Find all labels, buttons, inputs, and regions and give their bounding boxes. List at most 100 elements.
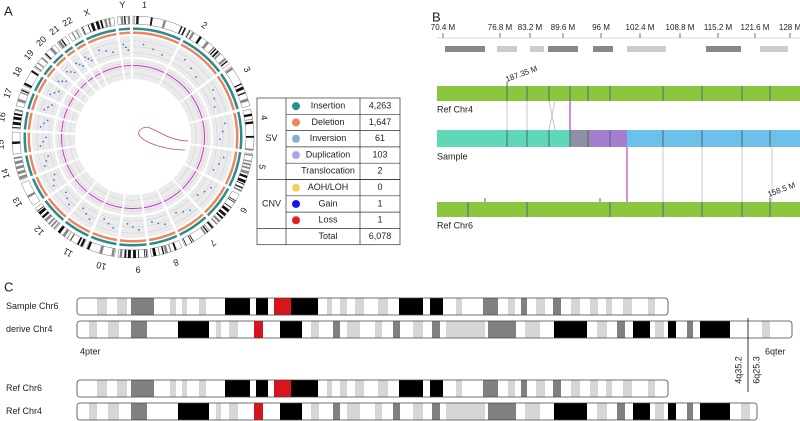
- chromosome-label: 13: [11, 195, 25, 209]
- band: [62, 228, 70, 237]
- band: [131, 380, 154, 397]
- track-deletion: [119, 31, 131, 35]
- track-bg: [57, 105, 80, 123]
- band: [12, 141, 21, 145]
- cnv-line: [182, 170, 197, 190]
- band: [89, 403, 97, 420]
- group-label: SV: [265, 133, 277, 143]
- band: [178, 26, 183, 34]
- band: [97, 298, 107, 315]
- track-line: [89, 191, 105, 201]
- track-insertion: [33, 76, 44, 92]
- track-bg: [189, 118, 211, 146]
- track-bg: [56, 146, 79, 165]
- band: [44, 53, 52, 60]
- track-line: [71, 111, 76, 121]
- track-bg: [188, 175, 222, 211]
- track-bg: [89, 37, 121, 65]
- track-line: [120, 232, 146, 234]
- band: [66, 231, 72, 239]
- track-bg: [70, 199, 100, 229]
- track-insertion: [119, 243, 147, 247]
- track-deletion: [47, 197, 67, 218]
- track-line: [89, 79, 95, 84]
- track-bg: [99, 59, 124, 85]
- band: [623, 380, 632, 397]
- track-bg: [93, 210, 121, 237]
- band: [648, 298, 655, 315]
- track-line: [86, 194, 103, 205]
- band: [199, 380, 206, 397]
- chromosome-label: 5: [257, 163, 268, 170]
- chromosome-label: 15: [0, 139, 6, 150]
- row-count: 1,647: [369, 117, 392, 127]
- track-bg: [55, 118, 77, 133]
- gene-bar: [497, 46, 517, 52]
- band: [597, 321, 607, 338]
- chromosome-label: 12: [32, 224, 46, 238]
- track-insertion: [25, 155, 34, 177]
- band: [235, 184, 243, 189]
- band: [14, 159, 23, 165]
- band: [21, 89, 30, 94]
- band: [87, 24, 92, 33]
- band: [86, 241, 93, 250]
- track-line: [69, 163, 77, 177]
- tick-label: 102.4 M: [626, 23, 655, 32]
- track-deletion: [224, 151, 238, 185]
- ideogram-outline: [76, 320, 793, 339]
- inversion-dot: [98, 49, 101, 52]
- track-line: [103, 68, 123, 75]
- cnv-line: [66, 164, 75, 178]
- band: [280, 321, 302, 338]
- band: [553, 298, 561, 315]
- band: [413, 403, 423, 420]
- band: [181, 27, 186, 36]
- ideogram: [68, 28, 82, 42]
- track-line: [49, 171, 59, 189]
- band: [483, 298, 498, 315]
- cnv-line: [80, 82, 87, 89]
- band: [243, 159, 252, 163]
- track-line: [81, 174, 93, 186]
- ideogram: [21, 180, 41, 206]
- band: [668, 403, 676, 420]
- band: [340, 298, 347, 315]
- ref-chr6-bar: [437, 202, 800, 217]
- band: [195, 36, 202, 45]
- band: [17, 98, 26, 104]
- inversion-dot: [219, 138, 221, 141]
- track-label: Ref Chr6: [6, 383, 42, 393]
- inversion-dot: [122, 43, 125, 46]
- inversion-dot: [164, 223, 166, 226]
- band: [237, 91, 246, 97]
- band: [14, 112, 23, 117]
- band: [49, 47, 58, 56]
- track-line: [82, 84, 89, 91]
- track-insertion: [86, 28, 116, 41]
- band: [244, 153, 253, 157]
- inversion-dot: [84, 56, 87, 59]
- track-line: [121, 226, 145, 228]
- ideogram-bg: [77, 298, 668, 315]
- track-line: [220, 116, 224, 148]
- band: [143, 249, 146, 258]
- band: [117, 380, 127, 397]
- inversion-dot: [217, 163, 220, 165]
- track-line: [76, 91, 82, 98]
- band: [571, 380, 580, 397]
- cnv-line: [123, 207, 143, 209]
- inversion-dot: [45, 136, 47, 139]
- track-line: [125, 199, 141, 201]
- band: [399, 380, 423, 397]
- track-line: [104, 205, 122, 211]
- band: [508, 380, 515, 397]
- inversion-dot: [57, 80, 60, 83]
- track-bg: [159, 67, 196, 102]
- ideogram: [185, 29, 230, 69]
- band: [378, 380, 388, 397]
- chromosome-label: 6: [238, 205, 249, 215]
- band: [170, 380, 176, 397]
- inversion-dot: [66, 197, 69, 200]
- track-deletion: [148, 231, 176, 242]
